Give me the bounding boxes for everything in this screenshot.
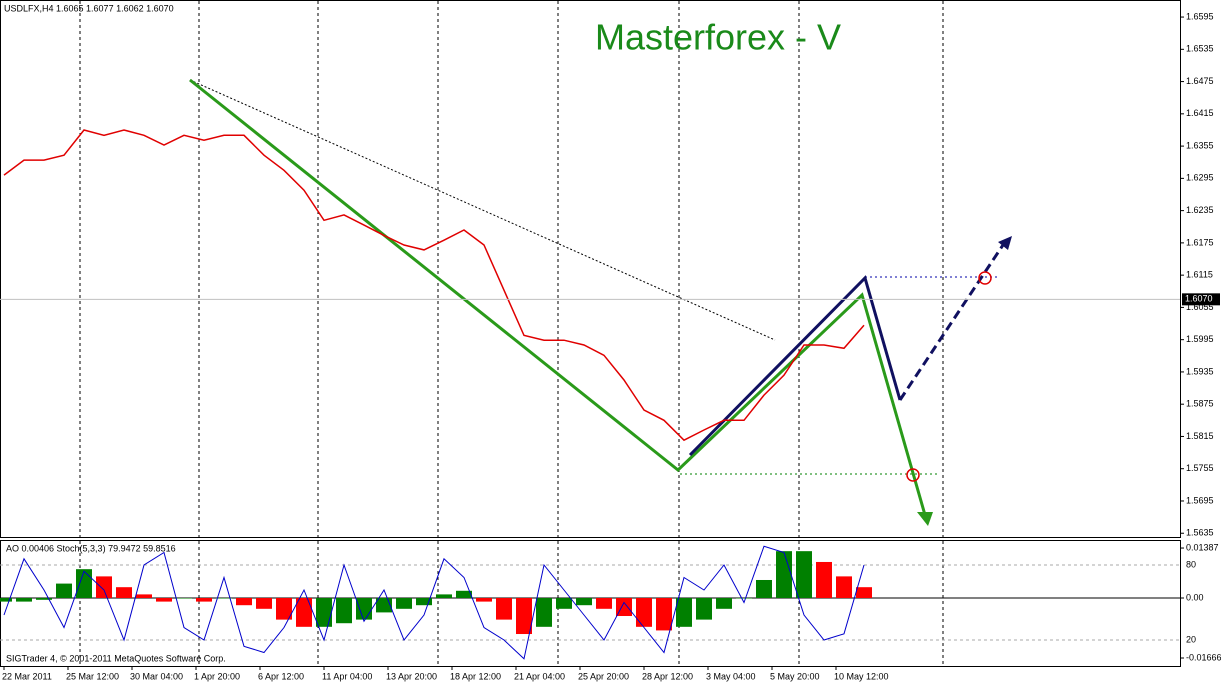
x-tick-label: 25 Mar 12:00 (66, 671, 119, 681)
ao-bar (176, 597, 192, 599)
ao-bar (0, 597, 12, 602)
y-tick-label: 1.6115 (1186, 270, 1213, 280)
main-pane (0, 0, 1181, 538)
x-tick-label: 3 May 04:00 (706, 671, 756, 681)
ao-bar (516, 597, 532, 635)
ao-bar (476, 597, 492, 602)
ao-bar (736, 597, 752, 599)
ao-bar (816, 561, 832, 598)
ao-bar (356, 597, 372, 620)
ao-bar (396, 597, 412, 609)
y-tick-label: 1.6055 (1186, 302, 1214, 312)
price-line (3, 129, 865, 442)
ao-bar (16, 597, 32, 602)
ao-bar (436, 594, 452, 598)
ao-bar (336, 597, 352, 624)
ao-bar (296, 597, 312, 627)
y-tick-label: 1.6355 (1186, 140, 1214, 150)
x-tick-label: 5 May 20:00 (770, 671, 820, 681)
ao-bar (836, 576, 852, 598)
ao-bar (856, 587, 872, 598)
ao-bar (136, 594, 152, 598)
x-tick-label: 18 Apr 12:00 (450, 671, 501, 681)
ao-bar (536, 597, 552, 627)
ao-bar (416, 597, 432, 606)
pattern (189, 78, 1012, 526)
y-tick-label: 1.6235 (1186, 205, 1214, 215)
y-tick-label: 1.6535 (1186, 44, 1214, 54)
current-price-label: 1.6070 (1185, 294, 1213, 304)
ao-bar (76, 569, 92, 598)
y-tick-label: 1.6595 (1186, 11, 1214, 21)
ao-bar (236, 597, 252, 606)
indicator-label: AO 0.00406 Stoch(5,3,3) 79.9472 59.8516 (6, 543, 176, 553)
y-tick-label: 1.5995 (1186, 334, 1214, 344)
y-tick-label: 1.5635 (1186, 528, 1214, 538)
ao-bar (796, 551, 812, 598)
y-tick-label: 1.6475 (1186, 76, 1214, 86)
y-tick-label: 1.6175 (1186, 237, 1214, 247)
ao-bar (716, 597, 732, 609)
ao-bar (576, 597, 592, 606)
current-price-box (1182, 293, 1220, 306)
y-tick-label: 0.00 (1186, 592, 1204, 602)
ao-bar (36, 597, 52, 600)
y-tick-label: 1.6295 (1186, 173, 1214, 183)
x-tick-label: 10 May 12:00 (834, 671, 889, 681)
ao-bar (656, 597, 672, 631)
y-tick-label: -0.01666 (1186, 652, 1221, 662)
ao-bar (496, 597, 512, 620)
y2-tick-label: 80 (1186, 559, 1196, 569)
ao-bar (256, 597, 272, 609)
ao-bar (196, 597, 212, 602)
x-tick-label: 28 Apr 12:00 (642, 671, 693, 681)
y2-tick-label: 20 (1186, 634, 1196, 644)
ao-bar (116, 587, 132, 598)
ao-bar (56, 583, 72, 598)
ao-bar (96, 576, 112, 598)
stoch-line (3, 545, 865, 660)
ao-bar (676, 597, 692, 627)
y-tick-label: 1.5815 (1186, 431, 1214, 441)
x-tick-label: 11 Apr 04:00 (322, 671, 372, 681)
footer: SIGTrader 4, © 2001-2011 MetaQuotes Soft… (6, 653, 226, 663)
ao-bar (456, 590, 472, 598)
x-tick-label: 30 Mar 04:00 (130, 671, 183, 681)
y-tick-label: 1.5935 (1186, 366, 1214, 376)
y-tick-label: 1.5755 (1186, 463, 1214, 473)
y-tick-label: 1.6415 (1186, 108, 1214, 118)
ao-bar (276, 597, 292, 620)
ao-bar (636, 597, 652, 627)
x-tick-label: 6 Apr 12:00 (258, 671, 304, 681)
x-tick-label: 1 Apr 20:00 (194, 671, 240, 681)
ao-bar (316, 597, 332, 627)
ao-bar (596, 597, 612, 609)
x-tick-label: 25 Apr 20:00 (578, 671, 629, 681)
ao-bar (776, 551, 792, 598)
x-tick-label: 22 Mar 2011 (2, 671, 52, 681)
ao-bar (156, 597, 172, 602)
y-tick-label: 1.5875 (1186, 399, 1214, 409)
ao-bar (756, 579, 772, 598)
header: USDLFX,H4 1.6065 1.6077 1.6062 1.6070 (4, 3, 174, 13)
ao-bar (616, 597, 632, 617)
ao-bar (696, 597, 712, 620)
y-tick-label: 1.5695 (1186, 495, 1214, 505)
chart-title: Masterforex - V (595, 17, 841, 58)
ao-bar (376, 597, 392, 613)
x-tick-label: 21 Apr 04:00 (514, 671, 565, 681)
y-tick-label: 0.01387 (1186, 542, 1219, 552)
ao-bar (556, 597, 572, 609)
ao-bar (216, 597, 232, 599)
x-tick-label: 13 Apr 20:00 (386, 671, 437, 681)
